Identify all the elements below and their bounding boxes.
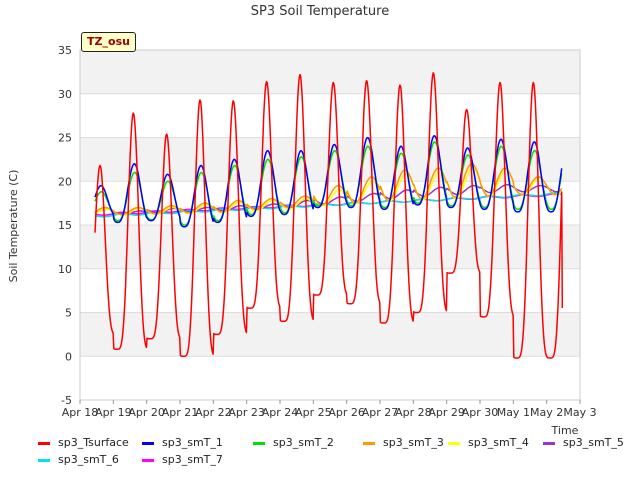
y-tick-label: 10 [58, 263, 72, 276]
plot-background-bands [80, 50, 580, 357]
legend-item-sp3-smT-6: sp3_smT_6 [38, 453, 119, 467]
x-tick-label: Apr 26 [328, 406, 365, 419]
x-tick-label: May 2 [530, 406, 563, 419]
plot-band [80, 50, 580, 94]
legend-label: sp3_smT_7 [162, 453, 223, 466]
legend-swatch [142, 441, 154, 445]
y-axis-ticks: -5 0 5 10 15 20 25 30 35 [58, 44, 72, 407]
x-tick-label: Apr 19 [95, 406, 132, 419]
y-tick-label: 15 [58, 219, 72, 232]
legend-item-sp3-Tsurface: sp3_Tsurface [38, 436, 129, 450]
series-line-sp3-smT-6 [94, 192, 562, 218]
x-tick-label: May 3 [563, 406, 596, 419]
x-tick-label: Apr 21 [162, 406, 199, 419]
legend-swatch [543, 441, 555, 445]
x-axis-label: Time [551, 424, 579, 437]
legend-swatch [448, 441, 460, 445]
plot-frame [79, 49, 581, 401]
legend-swatch [363, 441, 375, 445]
x-tick-label: Apr 30 [462, 406, 499, 419]
legend-swatch [38, 458, 50, 462]
legend-label: sp3_smT_1 [162, 436, 223, 449]
legend-label: sp3_smT_5 [563, 436, 624, 449]
legend-item-sp3-smT-4: sp3_smT_4 [448, 436, 529, 450]
legend-swatch [142, 458, 154, 462]
x-tick-label: Apr 24 [262, 406, 299, 419]
y-tick-label: 25 [58, 132, 72, 145]
chart-title: SP3 Soil Temperature [251, 4, 389, 19]
legend-label: sp3_smT_4 [468, 436, 529, 449]
x-tick-label: Apr 22 [195, 406, 232, 419]
legend-item-sp3-smT-1: sp3_smT_1 [142, 436, 223, 450]
legend-swatch [253, 441, 265, 445]
legend-label: sp3_Tsurface [58, 436, 129, 449]
y-tick-label: 5 [65, 307, 72, 320]
legend-label: sp3_smT_2 [273, 436, 334, 449]
y-tick-label: 35 [58, 44, 72, 57]
series-layer [94, 72, 564, 359]
x-tick-label: Apr 28 [395, 406, 432, 419]
y-tick-label: 30 [58, 88, 72, 101]
y-tick-label: 20 [58, 175, 72, 188]
y-tick-label: -5 [61, 394, 72, 407]
x-tick-label: Apr 27 [362, 406, 399, 419]
x-tick-label: Apr 29 [428, 406, 465, 419]
tz-osu-badge: TZ_osu [81, 32, 136, 52]
legend-item-sp3-smT-3: sp3_smT_3 [363, 436, 444, 450]
legend-item-sp3-smT-2: sp3_smT_2 [253, 436, 334, 450]
x-tick-label: May 1 [497, 406, 530, 419]
legend-label: sp3_smT_6 [58, 453, 119, 466]
plot-band [80, 225, 580, 269]
series-line-sp3-Tsurface [94, 72, 564, 359]
x-tick-label: Apr 20 [128, 406, 165, 419]
legend-label: sp3_smT_3 [383, 436, 444, 449]
plot-band [80, 312, 580, 357]
legend-item-sp3-smT-5: sp3_smT_5 [543, 436, 624, 450]
series-line-sp3-smT-3 [94, 163, 563, 216]
x-tick-label: Apr 25 [295, 406, 332, 419]
y-axis-label: Soil Temperature (C) [7, 170, 20, 283]
legend-swatch [38, 441, 50, 445]
x-tick-label: Apr 18 [62, 406, 99, 419]
legend-item-sp3-smT-7: sp3_smT_7 [142, 453, 223, 467]
y-tick-label: 0 [65, 350, 72, 363]
x-tick-label: Apr 23 [228, 406, 265, 419]
